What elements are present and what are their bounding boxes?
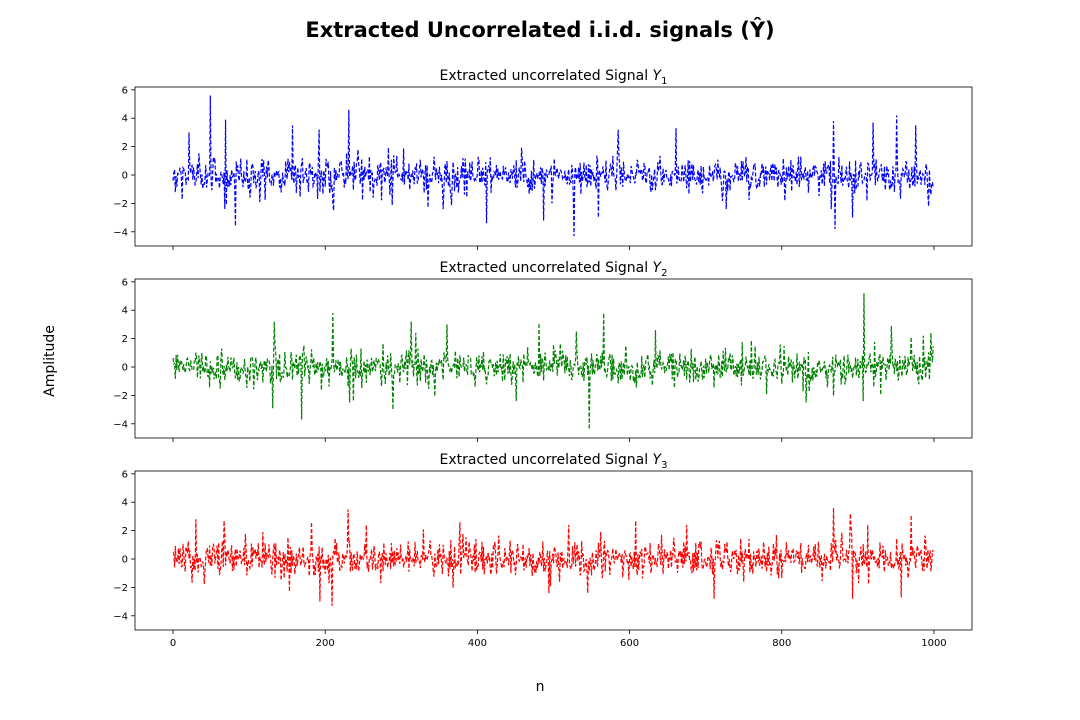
- axes-frame: [134, 278, 973, 439]
- x-tick-label: 1000: [921, 638, 946, 649]
- y-tick-label: 0: [122, 555, 128, 566]
- figure-ylabel: Amplitude: [42, 325, 58, 397]
- series-line: [172, 293, 934, 430]
- y-tick-label: −4: [113, 419, 128, 430]
- subplot-1: Extracted uncorrelated Signal Y1 −4 −2 0 2 4 6: [113, 68, 973, 250]
- subplot-2: Extracted uncorrelated Signal Y2 −4 −2 0 2 4 6: [113, 260, 973, 442]
- y-tick-label: 2: [122, 142, 128, 153]
- subplot-3: Extracted uncorrelated Signal Y3 −4 −2 0 2 4 6…: [113, 452, 973, 649]
- y-tick-label: −2: [113, 583, 128, 594]
- x-tick-label: 600: [620, 638, 639, 649]
- y-tick-label: −4: [113, 611, 128, 622]
- y-tick-label: 4: [122, 498, 128, 509]
- series-line: [172, 507, 934, 606]
- y-tick-label: 4: [122, 306, 128, 317]
- subplot-title: Extracted uncorrelated Signal Y1: [440, 68, 668, 87]
- y-tick-label: 4: [122, 114, 128, 125]
- subplots: Extracted uncorrelated Signal Y1 −4 −2 0 2 4 6…: [113, 68, 973, 649]
- x-tick-label: 400: [468, 638, 487, 649]
- y-tick-label: −2: [113, 199, 128, 210]
- subplot-title: Extracted uncorrelated Signal Y3: [440, 452, 668, 471]
- y-tick-label: −4: [113, 227, 128, 238]
- y-tick-label: 2: [122, 526, 128, 537]
- figure-xlabel: n: [536, 679, 545, 695]
- y-tick-label: 6: [122, 85, 128, 96]
- figure-suptitle: Extracted Uncorrelated i.i.d. signals (Ŷ…: [305, 17, 774, 42]
- subplot-title: Extracted uncorrelated Signal Y2: [440, 260, 668, 279]
- series-line: [172, 95, 934, 237]
- x-tick-label: 800: [772, 638, 791, 649]
- x-tick-label: 0: [170, 638, 176, 649]
- y-tick-label: 6: [122, 277, 128, 288]
- axes-frame: [134, 470, 973, 631]
- y-tick-label: −2: [113, 391, 128, 402]
- x-tick-label: 200: [316, 638, 335, 649]
- y-tick-label: 2: [122, 334, 128, 345]
- axes-frame: [134, 86, 973, 247]
- y-tick-label: 0: [122, 171, 128, 182]
- y-tick-label: 6: [122, 469, 128, 480]
- y-tick-label: 0: [122, 363, 128, 374]
